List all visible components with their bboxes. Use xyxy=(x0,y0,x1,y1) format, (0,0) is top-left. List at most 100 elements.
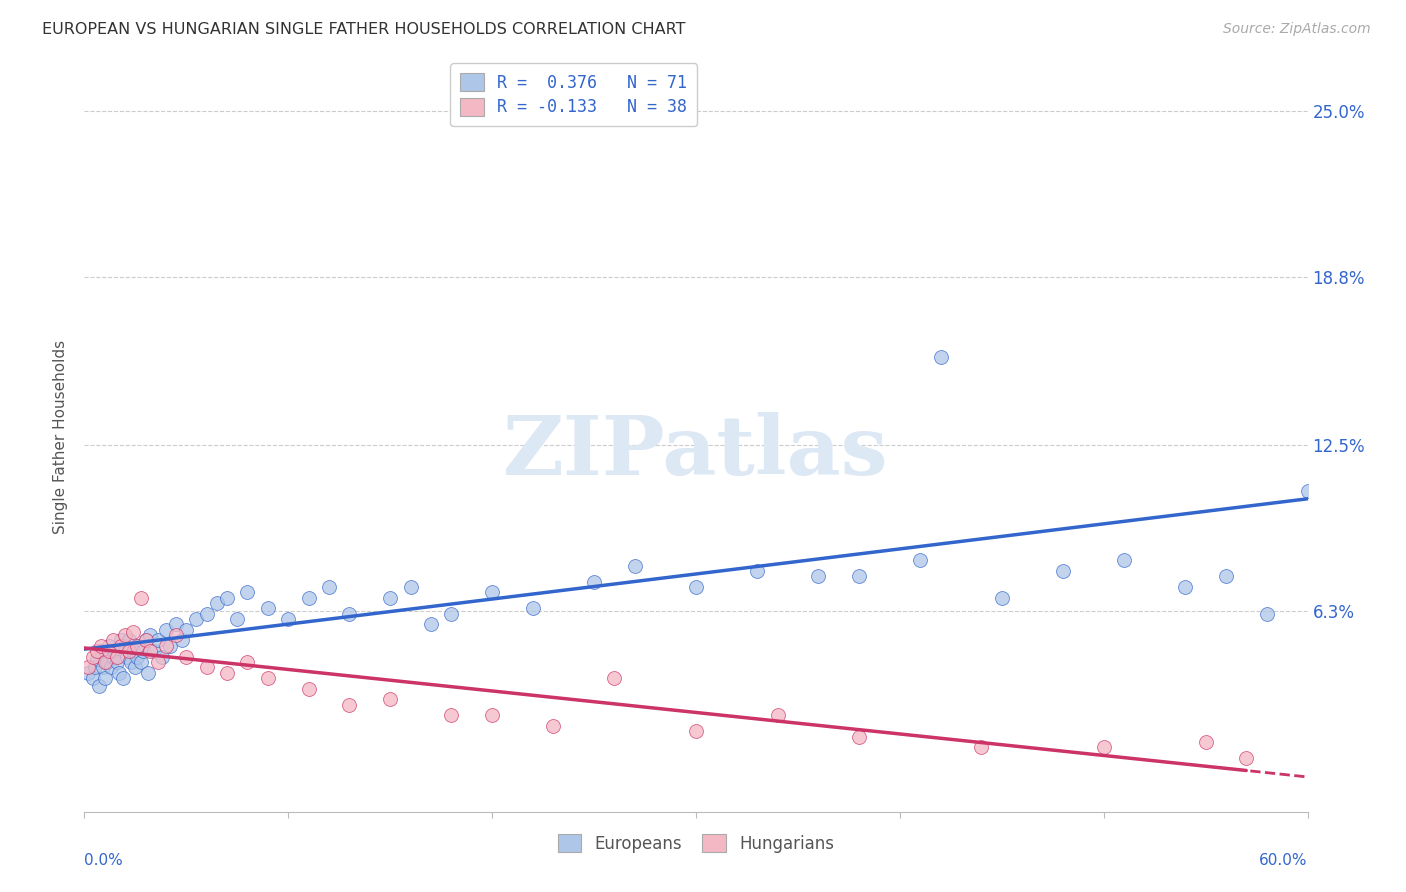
Point xyxy=(1092,740,1115,755)
Point xyxy=(747,564,769,578)
Text: 60.0%: 60.0% xyxy=(1260,853,1308,868)
Point xyxy=(159,639,181,653)
Point xyxy=(217,665,239,680)
Point xyxy=(110,639,132,653)
Text: EUROPEAN VS HUNGARIAN SINGLE FATHER HOUSEHOLDS CORRELATION CHART: EUROPEAN VS HUNGARIAN SINGLE FATHER HOUS… xyxy=(42,22,686,37)
Point xyxy=(440,607,463,621)
Point xyxy=(665,109,688,123)
Point xyxy=(583,574,606,589)
Point xyxy=(685,580,707,594)
Point xyxy=(1215,569,1237,583)
Point xyxy=(298,681,321,696)
Point xyxy=(970,740,993,755)
Point xyxy=(318,580,340,594)
Text: ZIPatlas: ZIPatlas xyxy=(503,412,889,492)
Point xyxy=(257,671,280,685)
Point xyxy=(165,628,187,642)
Point xyxy=(1236,751,1258,765)
Point xyxy=(86,644,108,658)
Point xyxy=(138,628,160,642)
Text: Source: ZipAtlas.com: Source: ZipAtlas.com xyxy=(1223,22,1371,37)
Point xyxy=(165,617,187,632)
Point xyxy=(603,671,626,685)
Point xyxy=(82,671,104,685)
Point xyxy=(195,660,218,674)
Legend: Europeans, Hungarians: Europeans, Hungarians xyxy=(551,828,841,860)
Point xyxy=(138,644,160,658)
Point xyxy=(90,644,112,658)
Point xyxy=(97,639,120,653)
Point xyxy=(77,665,100,680)
Point xyxy=(910,553,932,567)
Point xyxy=(101,633,124,648)
Point xyxy=(146,633,169,648)
Point xyxy=(1195,735,1218,749)
Point xyxy=(991,591,1014,605)
Point xyxy=(685,724,707,739)
Point xyxy=(127,649,149,664)
Point xyxy=(135,633,157,648)
Point xyxy=(257,601,280,615)
Point xyxy=(380,692,402,706)
Point xyxy=(339,698,361,712)
Point xyxy=(146,655,169,669)
Point xyxy=(128,639,150,653)
Point xyxy=(195,607,218,621)
Point xyxy=(135,633,157,648)
Y-axis label: Single Father Households: Single Father Households xyxy=(53,340,69,534)
Point xyxy=(131,655,153,669)
Point xyxy=(96,655,118,669)
Point xyxy=(83,660,105,674)
Point xyxy=(114,628,136,642)
Point xyxy=(205,596,228,610)
Point xyxy=(277,612,299,626)
Point xyxy=(131,591,153,605)
Point xyxy=(97,644,120,658)
Point xyxy=(90,639,112,653)
Point xyxy=(93,655,115,669)
Point xyxy=(118,633,141,648)
Point xyxy=(112,671,135,685)
Point xyxy=(543,719,565,733)
Point xyxy=(1296,483,1319,498)
Point xyxy=(105,655,128,669)
Point xyxy=(87,679,110,693)
Point xyxy=(82,649,104,664)
Point xyxy=(848,569,870,583)
Point xyxy=(110,633,132,648)
Point xyxy=(522,601,544,615)
Point xyxy=(624,558,647,573)
Point xyxy=(399,580,422,594)
Point xyxy=(481,585,503,599)
Point xyxy=(226,612,249,626)
Point xyxy=(380,591,402,605)
Point xyxy=(929,350,952,364)
Point xyxy=(132,644,155,658)
Point xyxy=(127,639,149,653)
Point xyxy=(124,660,146,674)
Point xyxy=(155,639,177,653)
Point xyxy=(122,644,145,658)
Point xyxy=(236,585,259,599)
Point xyxy=(1114,553,1136,567)
Point xyxy=(77,660,100,674)
Point xyxy=(420,617,443,632)
Point xyxy=(481,708,503,723)
Point xyxy=(174,623,197,637)
Point xyxy=(155,623,177,637)
Point xyxy=(118,644,141,658)
Point xyxy=(150,649,173,664)
Point xyxy=(186,612,208,626)
Point xyxy=(104,644,127,658)
Point xyxy=(339,607,361,621)
Point xyxy=(174,649,197,664)
Point xyxy=(848,730,870,744)
Point xyxy=(100,660,122,674)
Point xyxy=(136,665,159,680)
Point xyxy=(122,625,145,640)
Point xyxy=(120,655,142,669)
Point xyxy=(114,639,136,653)
Point xyxy=(101,649,124,664)
Point xyxy=(1052,564,1074,578)
Point xyxy=(172,633,194,648)
